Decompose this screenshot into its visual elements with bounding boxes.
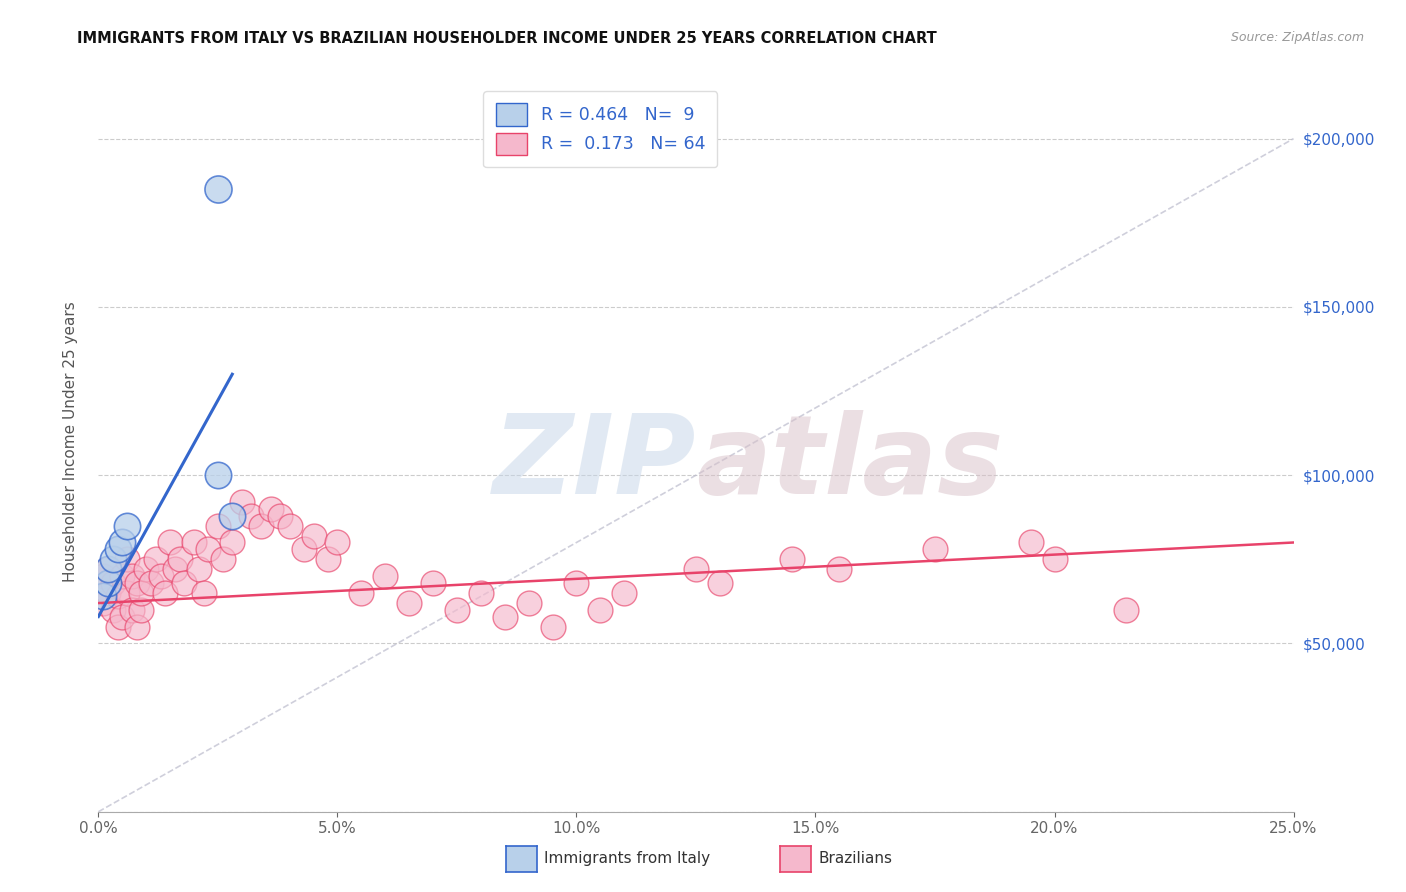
Text: Source: ZipAtlas.com: Source: ZipAtlas.com xyxy=(1230,31,1364,45)
Brazilians xyxy=(446,603,468,617)
Brazilians xyxy=(111,609,134,624)
Brazilians xyxy=(107,619,129,633)
Brazilians xyxy=(135,562,157,576)
Brazilians xyxy=(240,508,263,523)
Text: IMMIGRANTS FROM ITALY VS BRAZILIAN HOUSEHOLDER INCOME UNDER 25 YEARS CORRELATION: IMMIGRANTS FROM ITALY VS BRAZILIAN HOUSE… xyxy=(77,31,936,46)
Brazilians xyxy=(169,552,191,566)
Brazilians xyxy=(115,586,138,600)
Brazilians xyxy=(1115,603,1137,617)
Immigrants from Italy xyxy=(91,590,114,604)
Brazilians xyxy=(125,575,148,590)
Brazilians xyxy=(101,575,124,590)
Brazilians xyxy=(924,542,946,557)
Brazilians xyxy=(613,586,636,600)
Brazilians xyxy=(91,569,114,583)
Brazilians xyxy=(131,603,153,617)
Brazilians xyxy=(1019,535,1042,549)
Brazilians xyxy=(589,603,612,617)
Brazilians xyxy=(780,552,803,566)
Brazilians xyxy=(422,575,444,590)
Brazilians xyxy=(121,569,143,583)
Brazilians xyxy=(292,542,315,557)
Brazilians xyxy=(398,596,420,610)
Immigrants from Italy xyxy=(207,468,229,483)
Text: atlas: atlas xyxy=(696,410,1004,517)
Immigrants from Italy xyxy=(221,508,243,523)
Brazilians xyxy=(494,609,516,624)
Brazilians xyxy=(187,562,209,576)
Legend: R = 0.464   N=  9, R =  0.173   N= 64: R = 0.464 N= 9, R = 0.173 N= 64 xyxy=(484,91,717,167)
Brazilians xyxy=(302,529,325,543)
Brazilians xyxy=(159,535,181,549)
Brazilians xyxy=(517,596,540,610)
Immigrants from Italy xyxy=(107,542,129,557)
Brazilians xyxy=(183,535,205,549)
Brazilians xyxy=(155,586,177,600)
Brazilians xyxy=(107,590,129,604)
Brazilians xyxy=(231,495,253,509)
Immigrants from Italy xyxy=(97,575,120,590)
Brazilians xyxy=(250,518,273,533)
Brazilians xyxy=(470,586,492,600)
Immigrants from Italy xyxy=(111,535,134,549)
Brazilians xyxy=(115,552,138,566)
Brazilians xyxy=(269,508,291,523)
Point xyxy=(207,182,229,196)
Brazilians xyxy=(97,586,120,600)
Brazilians xyxy=(709,575,731,590)
Y-axis label: Householder Income Under 25 years: Householder Income Under 25 years xyxy=(63,301,77,582)
Brazilians xyxy=(350,586,373,600)
Brazilians xyxy=(91,596,114,610)
Brazilians xyxy=(125,619,148,633)
Brazilians xyxy=(278,518,301,533)
Text: Immigrants from Italy: Immigrants from Italy xyxy=(544,852,710,866)
Brazilians xyxy=(685,562,707,576)
Brazilians xyxy=(193,586,215,600)
Brazilians xyxy=(828,562,851,576)
Brazilians xyxy=(374,569,396,583)
Brazilians xyxy=(259,501,281,516)
Text: Brazilians: Brazilians xyxy=(818,852,893,866)
Brazilians xyxy=(197,542,219,557)
Brazilians xyxy=(221,535,243,549)
Brazilians xyxy=(211,552,233,566)
Brazilians xyxy=(541,619,564,633)
Brazilians xyxy=(326,535,349,549)
Immigrants from Italy xyxy=(97,562,120,576)
Brazilians xyxy=(139,575,162,590)
Immigrants from Italy xyxy=(115,518,138,533)
Brazilians xyxy=(163,562,186,576)
Brazilians xyxy=(565,575,588,590)
Brazilians xyxy=(207,518,229,533)
Immigrants from Italy xyxy=(101,552,124,566)
Brazilians xyxy=(131,586,153,600)
Brazilians xyxy=(1043,552,1066,566)
Brazilians xyxy=(149,569,172,583)
Brazilians xyxy=(173,575,195,590)
Brazilians xyxy=(111,569,134,583)
Brazilians xyxy=(316,552,339,566)
Brazilians xyxy=(97,562,120,576)
Brazilians xyxy=(121,603,143,617)
Brazilians xyxy=(101,603,124,617)
Text: ZIP: ZIP xyxy=(492,410,696,517)
Brazilians xyxy=(145,552,167,566)
